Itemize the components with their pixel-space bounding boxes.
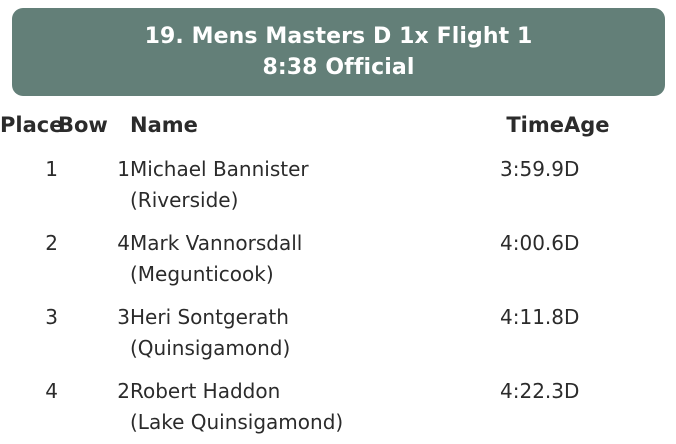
rower-club: (Megunticook) — [130, 262, 274, 286]
race-status: 8:38 Official — [262, 55, 415, 80]
cell-bow: 1 — [117, 157, 130, 181]
cell-age: D — [564, 305, 580, 329]
cell-place: 4 — [45, 379, 58, 403]
rower-club: (Quinsigamond) — [130, 336, 291, 360]
table-header-row: Place Bow Name Time Age — [0, 110, 676, 148]
column-header-place: Place — [0, 113, 64, 137]
results-table: Place Bow Name Time Age 1 1 Michael Bannis… — [0, 110, 676, 444]
cell-age: D — [564, 231, 580, 255]
cell-time: 4:11.8 — [500, 305, 564, 329]
column-header-time: Time — [506, 113, 564, 137]
cell-place: 3 — [45, 305, 58, 329]
cell-name: Mark Vannorsdall (Megunticook) — [130, 222, 450, 296]
table-row: 4 2 Robert Haddon (Lake Quinsigamond) 4:22.3… — [0, 370, 676, 444]
column-header-bow: Bow — [58, 113, 108, 137]
cell-name: Heri Sontgerath (Quinsigamond) — [130, 296, 450, 370]
table-row: 2 4 Mark Vannorsdall (Megunticook) 4:00.6 D — [0, 222, 676, 296]
race-header-banner: 19. Mens Masters D 1x Flight 1 8:38 Offi… — [12, 8, 665, 96]
rower-club: (Riverside) — [130, 188, 239, 212]
table-row: 1 1 Michael Bannister (Riverside) 3:59.9 D — [0, 148, 676, 222]
cell-time: 3:59.9 — [500, 157, 564, 181]
column-header-age: Age — [564, 113, 610, 137]
cell-bow: 4 — [117, 231, 130, 255]
rower-name: Heri Sontgerath — [130, 305, 289, 329]
rower-name: Robert Haddon — [130, 379, 281, 403]
results-table-body: 1 1 Michael Bannister (Riverside) 3:59.9 D 2 4 M… — [0, 148, 676, 444]
cell-age: D — [564, 157, 580, 181]
cell-name: Robert Haddon (Lake Quinsigamond) — [130, 370, 450, 444]
cell-place: 1 — [45, 157, 58, 181]
rower-name: Mark Vannorsdall — [130, 231, 303, 255]
cell-time: 4:22.3 — [500, 379, 564, 403]
cell-name: Michael Bannister (Riverside) — [130, 148, 450, 222]
results-table-header: Place Bow Name Time Age — [0, 110, 676, 148]
cell-bow: 3 — [117, 305, 130, 329]
table-row: 3 3 Heri Sontgerath (Quinsigamond) 4:11.8 D — [0, 296, 676, 370]
rower-name: Michael Bannister — [130, 157, 309, 181]
cell-time: 4:00.6 — [500, 231, 564, 255]
race-title: 19. Mens Masters D 1x Flight 1 — [144, 24, 533, 49]
cell-age: D — [564, 379, 580, 403]
column-header-name: Name — [130, 113, 198, 137]
cell-place: 2 — [45, 231, 58, 255]
cell-bow: 2 — [117, 379, 130, 403]
